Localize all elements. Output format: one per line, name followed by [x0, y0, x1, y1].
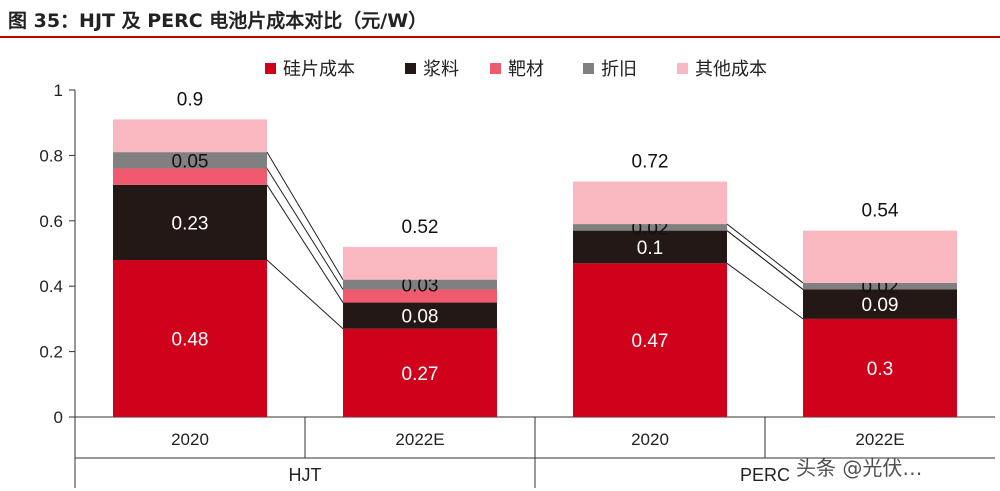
legend-label-1: 浆料 — [423, 59, 459, 80]
data-label-2-1: 0.1 — [637, 238, 663, 259]
legend-label-4: 其他成本 — [695, 59, 767, 80]
data-label-0-3: 0.05 — [172, 151, 209, 172]
connector-line-0-3 — [266, 151, 344, 280]
legend-label-3: 折旧 — [601, 59, 637, 80]
bar-segment-1-0 — [343, 328, 497, 417]
data-label-1-3: 0.03 — [402, 276, 439, 297]
bar-segment-0-1 — [113, 184, 267, 261]
connector-line-0-0 — [266, 259, 344, 330]
data-label-3-0: 0.3 — [867, 359, 893, 380]
connector-line-1-2 — [726, 230, 804, 290]
connector-line-1-0 — [726, 262, 804, 320]
total-label-3: 0.54 — [862, 201, 899, 222]
bar-segment-3-0 — [803, 318, 957, 417]
legend-swatch-2 — [490, 63, 501, 74]
bar-segment-2-3 — [573, 224, 727, 231]
y-tick-label-5: 1 — [54, 81, 63, 100]
bar-segment-0-0 — [113, 260, 267, 417]
bar-segment-3-3 — [803, 282, 957, 290]
legend-label-2: 靶材 — [508, 59, 544, 80]
connector-line-0-1 — [266, 184, 344, 303]
bar-segment-1-2 — [343, 289, 497, 303]
bar-segment-1-1 — [343, 302, 497, 329]
legend-swatch-0 — [265, 63, 276, 74]
y-tick-label-2: 0.4 — [39, 277, 63, 296]
bar-segment-0-3 — [113, 152, 267, 169]
x-tick-label-0: 2020 — [171, 430, 209, 449]
bar-segment-1-3 — [343, 279, 497, 290]
y-tick-label-0: 0 — [54, 408, 63, 427]
bar-segment-3-1 — [803, 289, 957, 319]
total-label-0: 0.9 — [177, 89, 203, 110]
data-label-3-1: 0.09 — [862, 295, 899, 316]
bar-segment-2-0 — [573, 263, 727, 417]
bar-segment-0-2 — [113, 168, 267, 185]
bar-segment-2-1 — [573, 230, 727, 264]
watermark: 头条 @光伏… — [796, 456, 923, 480]
x-tick-label-2: 2020 — [631, 430, 669, 449]
legend-swatch-1 — [405, 63, 416, 74]
legend-swatch-3 — [583, 63, 594, 74]
group-label-1: PERC — [740, 465, 790, 485]
connector-line-1-3 — [726, 223, 804, 284]
data-label-0-0: 0.48 — [172, 330, 209, 351]
y-tick-label-3: 0.6 — [39, 212, 63, 231]
data-label-0-1: 0.23 — [172, 213, 209, 234]
title-rule — [0, 36, 1000, 38]
data-label-1-1: 0.08 — [402, 307, 439, 328]
bar-segment-3-4 — [803, 230, 957, 283]
total-label-1: 0.52 — [402, 217, 439, 238]
x-tick-label-3: 2022E — [855, 430, 904, 449]
legend-swatch-4 — [677, 63, 688, 74]
data-label-2-0: 0.47 — [632, 331, 669, 352]
figure-title: 图 35：HJT 及 PERC 电池片成本对比（元/W） — [8, 10, 428, 32]
bar-segment-1-4 — [343, 246, 497, 280]
bar-segment-2-4 — [573, 181, 727, 225]
y-tick-label-4: 0.8 — [39, 146, 63, 165]
bar-segment-0-4 — [113, 119, 267, 153]
x-tick-label-1: 2022E — [395, 430, 444, 449]
total-label-2: 0.72 — [632, 152, 669, 173]
group-label-0: HJT — [289, 465, 322, 485]
legend-label-0: 硅片成本 — [283, 59, 355, 80]
data-label-1-0: 0.27 — [402, 364, 439, 385]
connector-line-0-2 — [266, 168, 344, 290]
y-tick-label-1: 0.2 — [39, 343, 63, 362]
